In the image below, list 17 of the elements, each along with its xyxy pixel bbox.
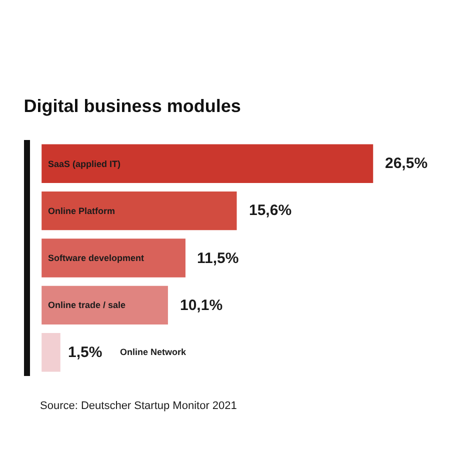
bar [42,286,168,325]
bar [42,191,237,230]
y-tick-label: Online Platform [48,206,116,216]
data-label: 10,1% [180,297,223,314]
data-label: 1,5% [68,344,102,361]
data-label: 15,6% [249,202,292,219]
bar [42,333,60,372]
data-label: 11,5% [197,250,239,267]
y-tick-label: Online trade / sale [48,300,126,310]
data-label: 26,5% [385,155,428,172]
y-tick-label: SaaS (applied IT) [48,159,121,169]
y-tick-label: Software development [48,253,144,263]
source-note: Source: Deutscher Startup Monitor 2021 [40,400,237,412]
y-tick-label: Online Network [120,347,188,357]
bar [42,144,374,183]
chart-title: Digital business modules [24,96,241,116]
bar [42,238,186,278]
